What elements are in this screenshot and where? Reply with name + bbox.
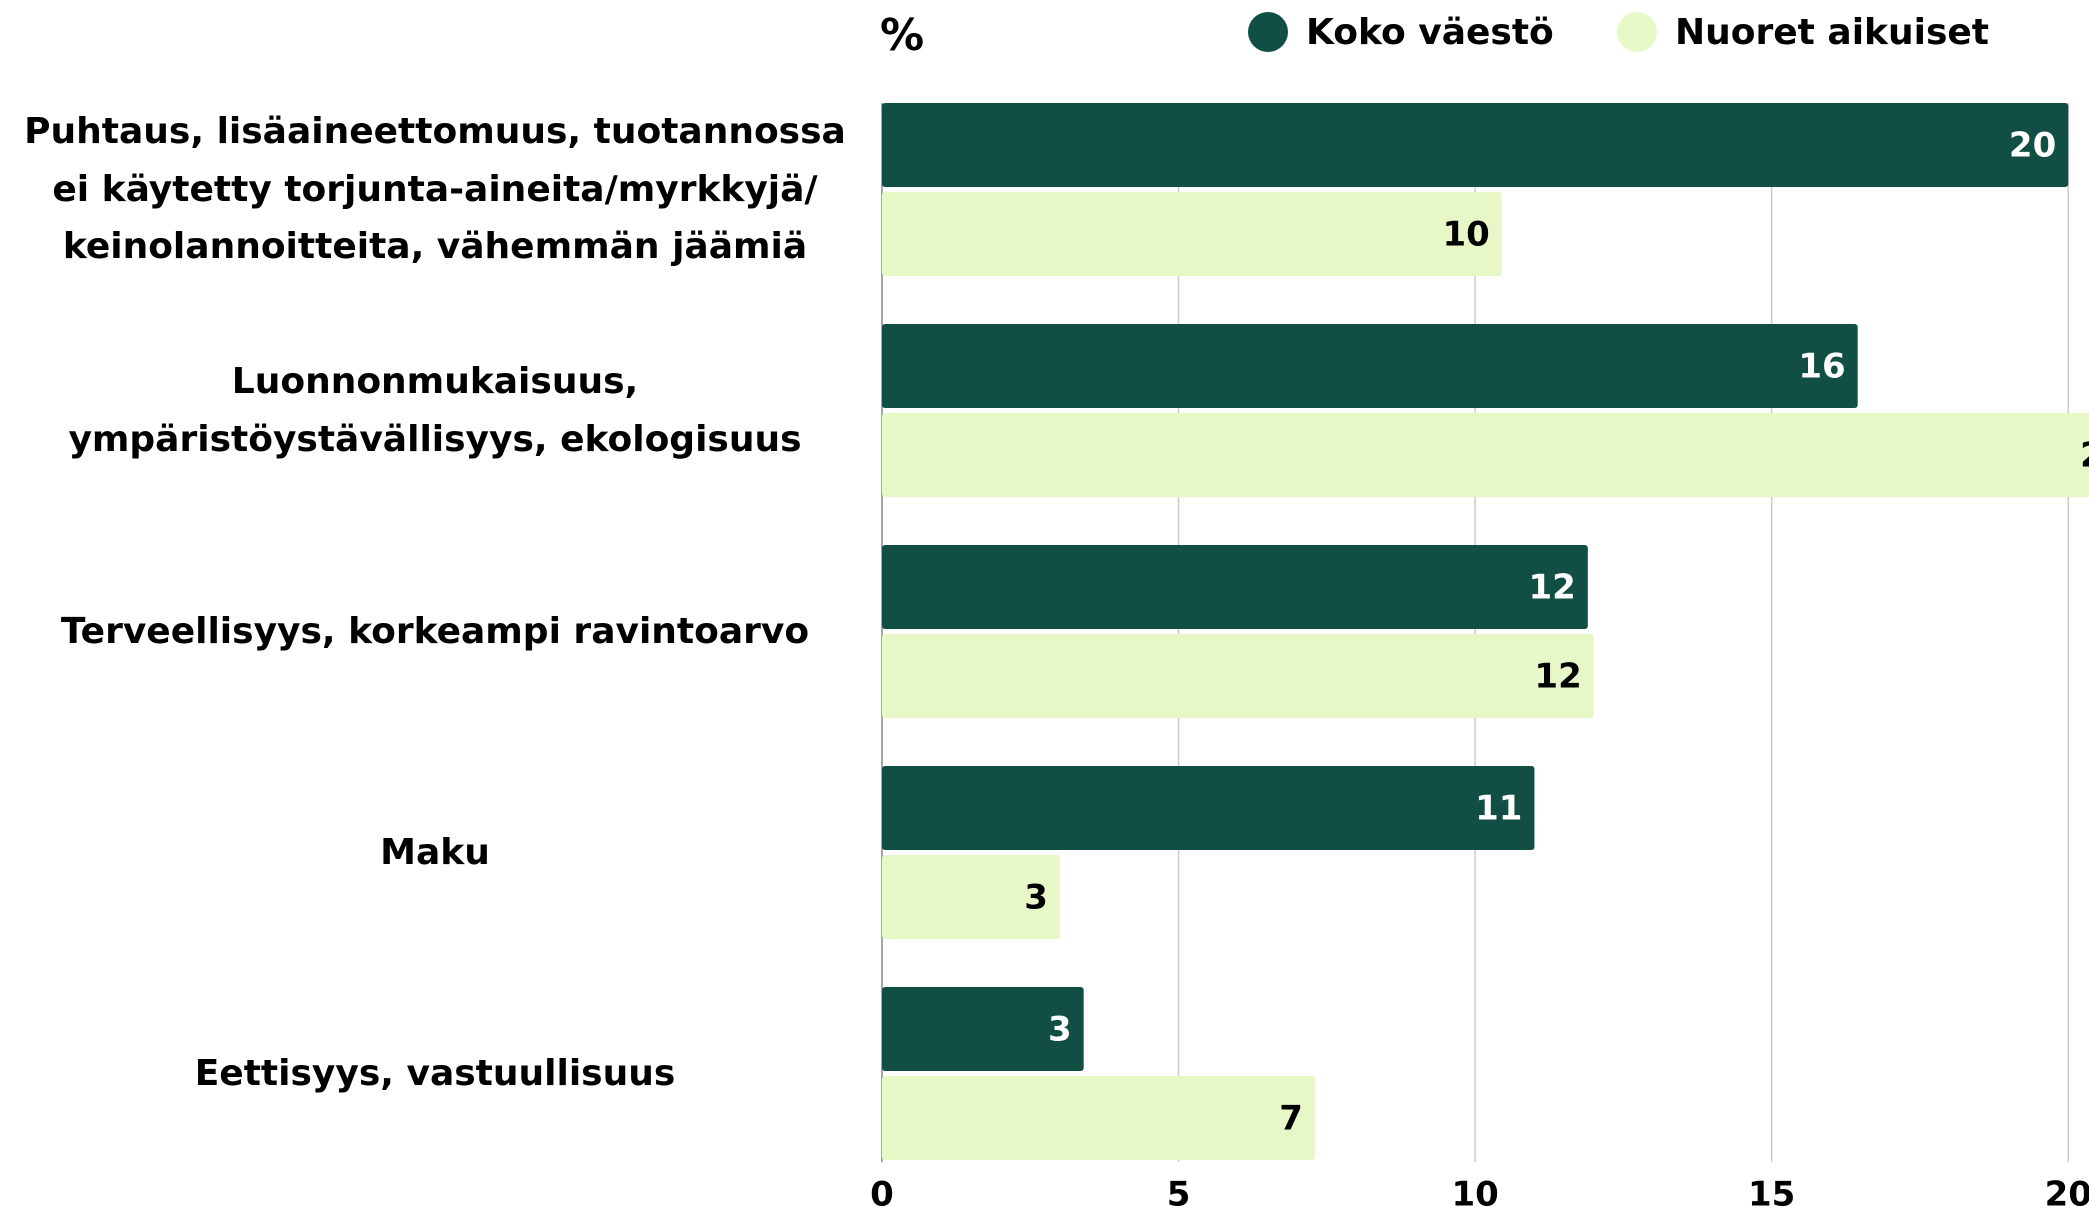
legend-label: Koko väestö [1306, 12, 1554, 53]
legend-label: Nuoret aikuiset [1675, 12, 1989, 53]
x-tick-label: 20 [2045, 1175, 2089, 1214]
x-tick-label: 15 [1748, 1175, 1795, 1214]
x-tick-label: 5 [1167, 1175, 1191, 1214]
x-tick-label: 10 [1451, 1175, 1498, 1214]
legend: Koko väestö Nuoret aikuiset [1248, 12, 1989, 53]
value-label: 11 [1475, 789, 1522, 829]
value-label: 12 [1534, 657, 1581, 697]
category-label: Puhtaus, lisäaineettomuus, tuotannossa e… [24, 111, 846, 268]
bar [882, 192, 1502, 276]
bar [882, 324, 1858, 408]
value-label: 12 [1528, 568, 1575, 608]
value-label: 20 [2009, 126, 2056, 166]
value-label: 21 [2080, 436, 2089, 476]
bar [882, 987, 1084, 1071]
category-label: Luonnonmukaisuus, ympäristöystävällisyys… [68, 360, 802, 460]
bar [882, 634, 1594, 718]
category-label-box: Maku [380, 831, 490, 873]
bar [882, 545, 1588, 629]
category-label-box: Luonnonmukaisuus, ympäristöystävällisyys… [68, 360, 802, 460]
value-label: 10 [1442, 215, 1489, 255]
category-label-box: Terveellisyys, korkeampi ravintoarvo [60, 610, 810, 652]
bar [882, 766, 1535, 850]
legend-swatch [1248, 12, 1288, 52]
bar [882, 103, 2069, 187]
category-label-box: Puhtaus, lisäaineettomuus, tuotannossa e… [24, 111, 846, 268]
value-label: 3 [1024, 878, 1048, 918]
category-label-box: Eettisyys, vastuullisuus [194, 1052, 676, 1094]
bar [882, 413, 2089, 497]
bar [882, 1076, 1315, 1160]
x-tick-label: 0 [870, 1175, 894, 1214]
chart-title: % [880, 10, 924, 61]
value-label: 16 [1798, 347, 1845, 387]
category-label: Eettisyys, vastuullisuus [194, 1052, 676, 1094]
value-label: 7 [1279, 1099, 1303, 1139]
category-label: Maku [380, 831, 490, 873]
legend-swatch [1617, 12, 1657, 52]
bar [882, 855, 1060, 939]
category-label: Terveellisyys, korkeampi ravintoarvo [60, 610, 810, 652]
value-label: 3 [1048, 1010, 1072, 1050]
